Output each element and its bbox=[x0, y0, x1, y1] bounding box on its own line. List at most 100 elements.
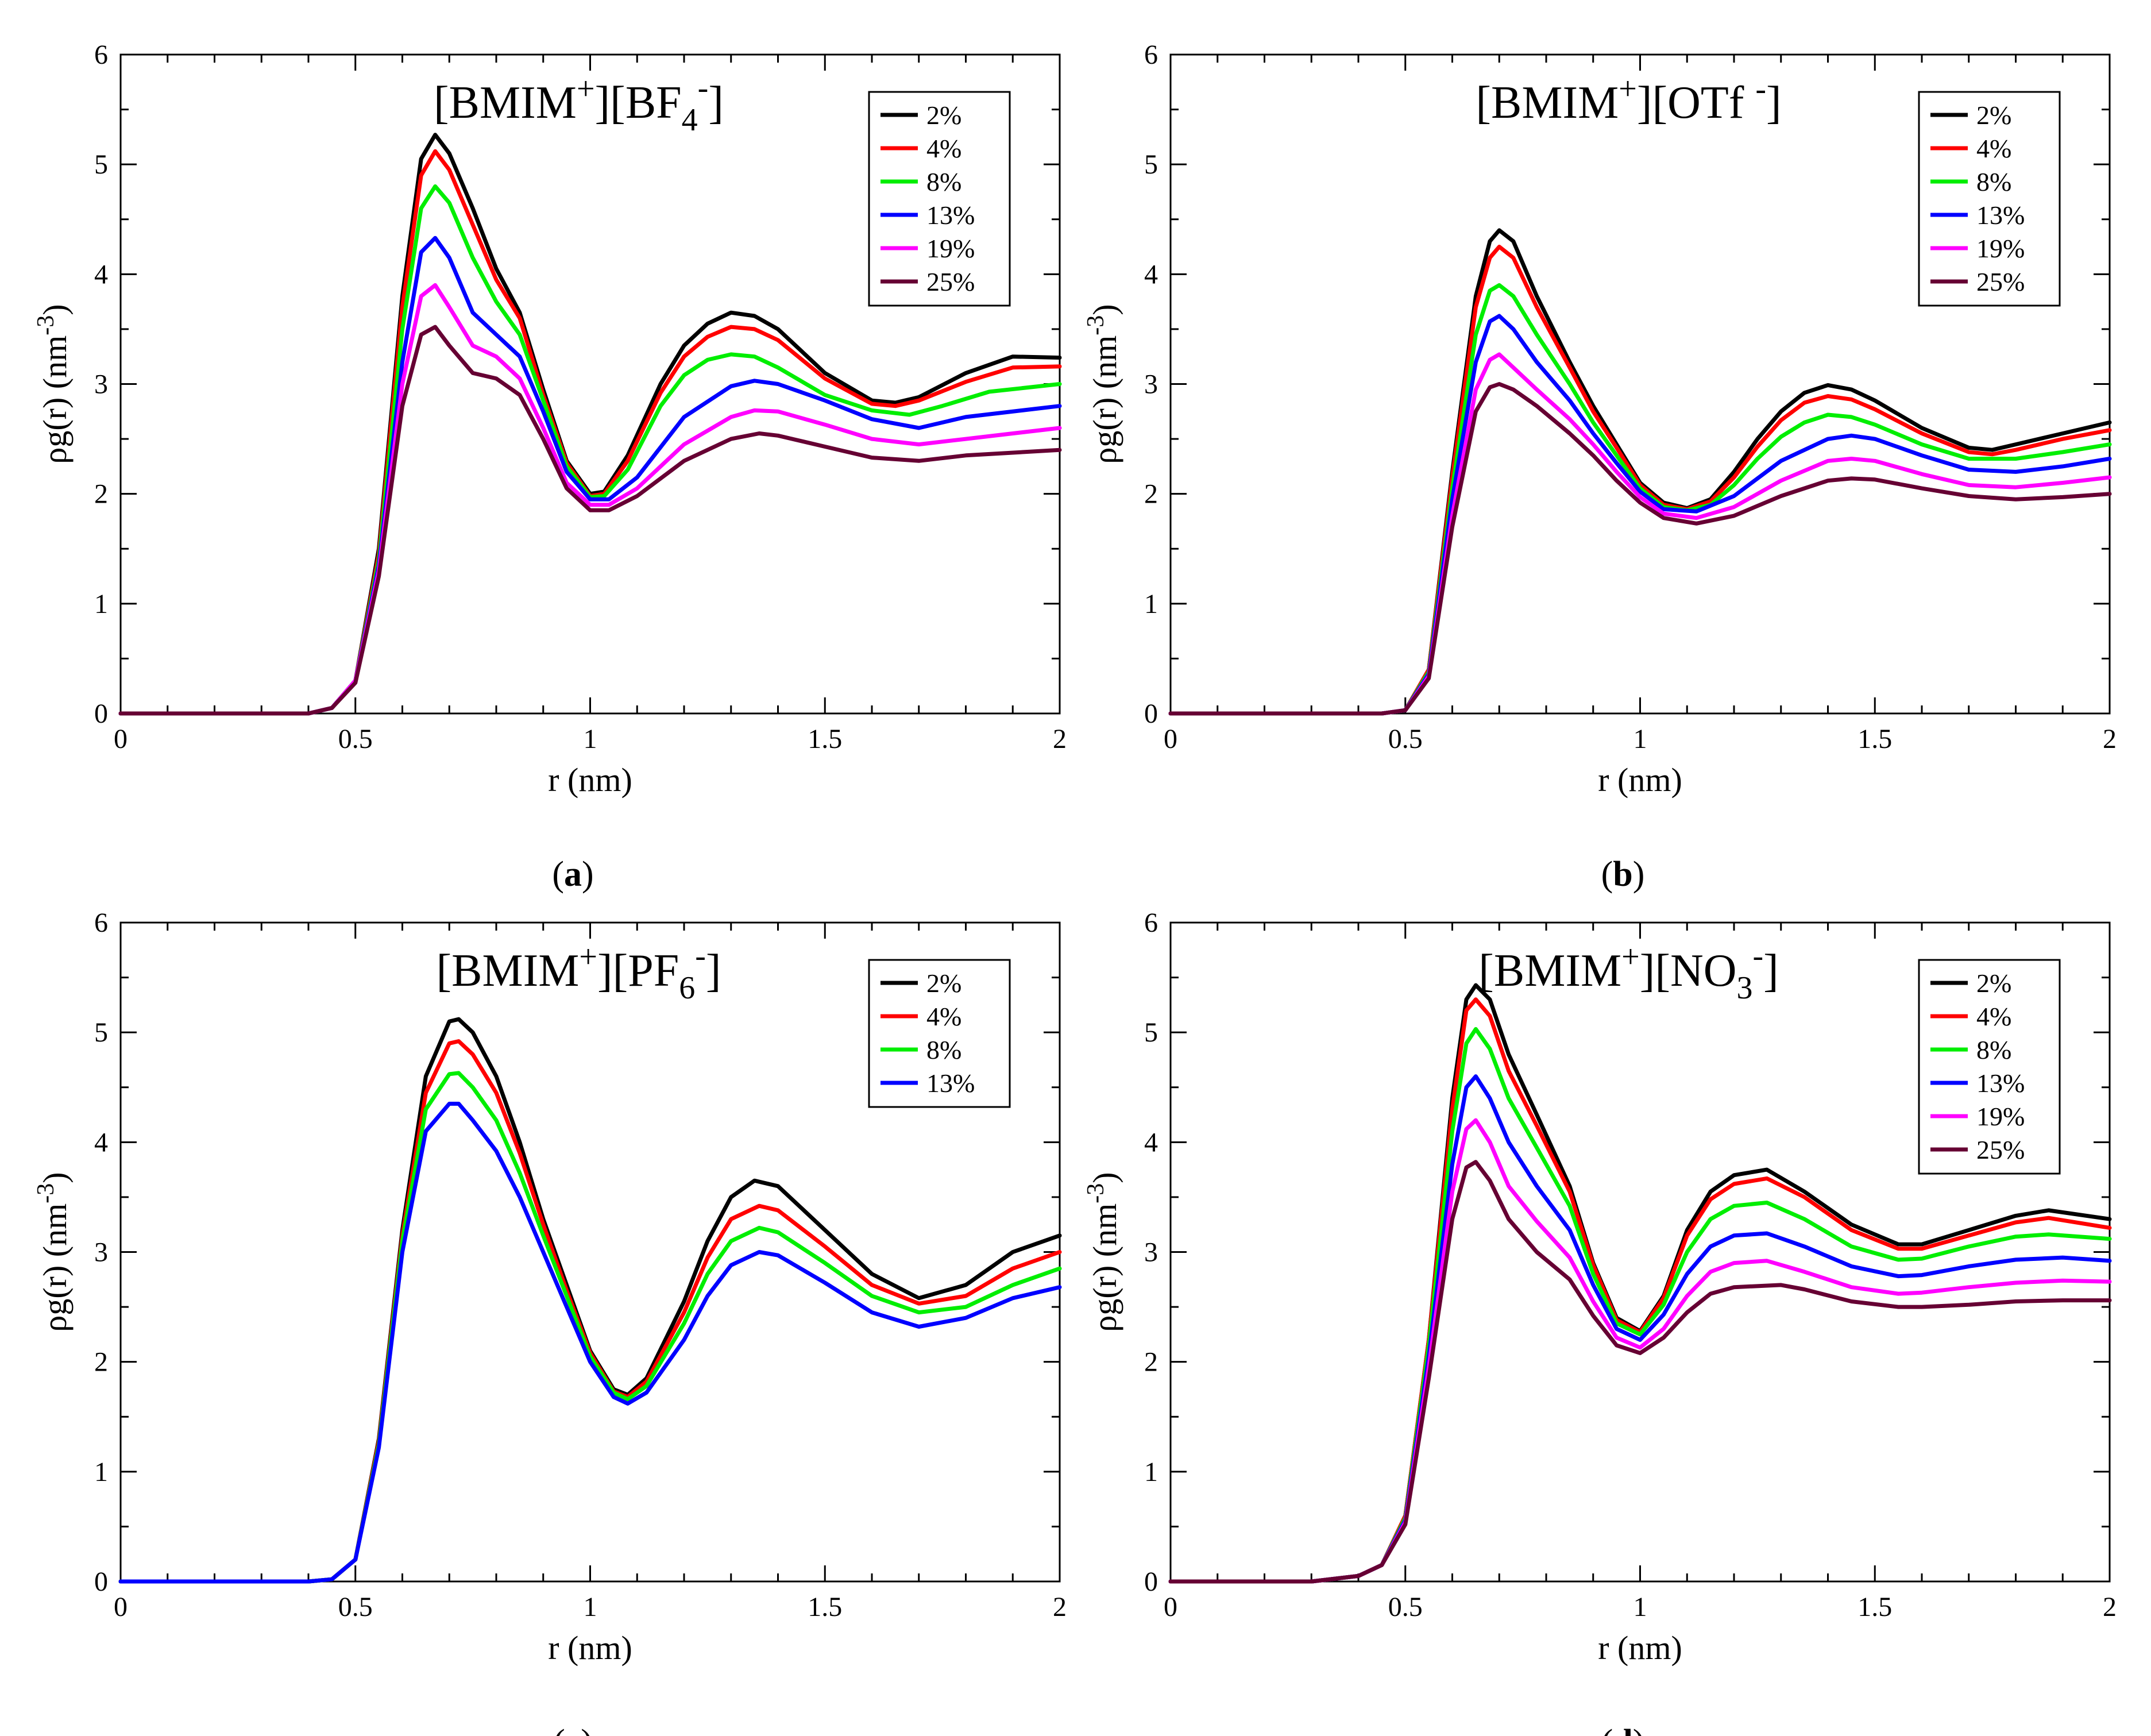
y-tick-label: 2 bbox=[94, 479, 108, 510]
title-text: ] bbox=[1763, 946, 1779, 996]
y-tick-label: 4 bbox=[94, 259, 108, 290]
y-axis-label-text: ) bbox=[1086, 304, 1123, 315]
x-tick-label: 0 bbox=[114, 724, 128, 754]
legend-label: 13% bbox=[926, 200, 975, 230]
y-axis-label-exponent: -3 bbox=[33, 315, 59, 335]
caption-paren: ( bbox=[552, 855, 564, 894]
x-tick-label: 2 bbox=[1053, 724, 1067, 754]
title-superscript: + bbox=[579, 939, 597, 975]
y-axis-label-text: ρg(r) (nm bbox=[36, 1203, 74, 1332]
x-tick-label: 2 bbox=[1053, 1592, 1067, 1622]
title-text: ][PF bbox=[597, 946, 679, 996]
panel-c: 0 0.5 1 1.5 2 0 1 2 3 4 5 6 r (nm) ρg(r) (nm-3) [BMIM+… bbox=[33, 908, 1067, 1736]
series-line bbox=[118, 325, 1062, 716]
x-tick-label: 0 bbox=[1164, 724, 1177, 754]
legend-label: 25% bbox=[926, 267, 975, 296]
legend-label: 2% bbox=[1976, 969, 2011, 998]
y-tick-label: 1 bbox=[1144, 589, 1158, 619]
title-subscript: 6 bbox=[679, 970, 695, 1006]
x-axis-label: r (nm) bbox=[548, 1629, 632, 1666]
y-tick-label: 4 bbox=[1144, 1127, 1158, 1158]
series-line bbox=[118, 1101, 1062, 1584]
legend-label: 2% bbox=[926, 101, 961, 130]
y-tick-label: 6 bbox=[94, 908, 108, 938]
x-tick-label: 1.5 bbox=[1857, 1592, 1892, 1622]
title-subscript: 4 bbox=[682, 102, 698, 138]
y-tick-label: 5 bbox=[1144, 1017, 1158, 1048]
series-line bbox=[1168, 382, 2112, 716]
caption-paren: ( bbox=[1601, 1723, 1613, 1736]
series-line bbox=[1168, 352, 2112, 716]
y-tick-label: 6 bbox=[94, 40, 108, 70]
title-subscript: 3 bbox=[1737, 970, 1753, 1006]
y-tick-label: 4 bbox=[94, 1127, 108, 1158]
y-tick-label: 0 bbox=[94, 1567, 108, 1597]
x-tick-label: 1 bbox=[584, 724, 597, 754]
y-axis-label: ρg(r) (nm-3) bbox=[1083, 1172, 1123, 1332]
y-tick-label: 4 bbox=[1144, 259, 1158, 290]
y-tick-label: 6 bbox=[1144, 908, 1158, 938]
caption-letter: c bbox=[565, 1723, 581, 1736]
title-superscript: + bbox=[1619, 71, 1637, 107]
caption-letter: b bbox=[1613, 855, 1632, 894]
title-superscript: + bbox=[577, 71, 595, 107]
y-tick-label: 1 bbox=[94, 1457, 108, 1487]
legend-label: 4% bbox=[926, 1002, 961, 1031]
caption-paren: ) bbox=[581, 1723, 593, 1736]
caption-paren: ( bbox=[553, 1723, 565, 1736]
x-tick-label: 0.5 bbox=[1388, 1592, 1423, 1622]
y-tick-label: 0 bbox=[94, 699, 108, 729]
x-tick-label: 1 bbox=[584, 1592, 597, 1622]
panel-a: 0 0.5 1 1.5 2 0 1 2 3 4 5 6 r (nm) ρg(r) (nm-3) [BMIM+… bbox=[33, 40, 1067, 894]
legend-label: 8% bbox=[1976, 1035, 2011, 1064]
legend-label: 19% bbox=[926, 234, 975, 263]
y-axis-label-exponent: -3 bbox=[1083, 315, 1109, 335]
panel-title: [BMIM+][OTf -] bbox=[1476, 71, 1781, 128]
legend-label: 2% bbox=[926, 969, 961, 998]
x-tick-label: 0.5 bbox=[338, 724, 373, 754]
y-tick-label: 2 bbox=[94, 1347, 108, 1378]
x-tick-label: 2 bbox=[2103, 1592, 2117, 1622]
legend: 2% 4% 8% 13% 19% 25% bbox=[1918, 959, 2061, 1175]
legend-label: 2% bbox=[1976, 101, 2011, 130]
panel-title: [BMIM+][NO3-] bbox=[1478, 938, 1779, 1006]
x-tick-label: 1.5 bbox=[1857, 724, 1892, 754]
series-line bbox=[1168, 1160, 2112, 1584]
panel-caption: (d) bbox=[1601, 1723, 1645, 1736]
y-axis-label: ρg(r) (nm-3) bbox=[33, 1172, 74, 1332]
y-tick-label: 2 bbox=[1144, 479, 1158, 510]
legend-label: 4% bbox=[926, 134, 961, 163]
caption-paren: ) bbox=[1633, 1723, 1645, 1736]
legend-label: 13% bbox=[1976, 1068, 2025, 1098]
x-tick-label: 0.5 bbox=[1388, 724, 1423, 754]
title-text: ] bbox=[706, 946, 721, 996]
x-axis-label: r (nm) bbox=[548, 761, 632, 798]
y-axis-label-text: ) bbox=[36, 304, 74, 315]
y-axis-label: ρg(r) (nm-3) bbox=[33, 304, 74, 464]
x-tick-label: 1 bbox=[1633, 1592, 1647, 1622]
y-tick-label: 5 bbox=[94, 1017, 108, 1048]
legend-label: 8% bbox=[1976, 167, 2011, 196]
y-tick-label: 3 bbox=[1144, 369, 1158, 400]
legend-label: 8% bbox=[926, 1035, 961, 1064]
legend-label: 25% bbox=[1976, 1135, 2025, 1164]
x-tick-label: 1.5 bbox=[808, 724, 842, 754]
legend-box bbox=[1918, 959, 2061, 1175]
legend: 2% 4% 8% 13% bbox=[868, 959, 1011, 1108]
title-text: ] bbox=[708, 78, 724, 128]
y-tick-label: 1 bbox=[94, 589, 108, 619]
series-line bbox=[1168, 314, 2112, 716]
title-superscript: - bbox=[698, 70, 709, 106]
legend-label: 4% bbox=[1976, 1002, 2011, 1031]
y-tick-label: 5 bbox=[1144, 149, 1158, 180]
x-axis-label: r (nm) bbox=[1598, 761, 1682, 798]
legend: 2% 4% 8% 13% 19% 25% bbox=[868, 91, 1011, 307]
y-axis-label-text: ) bbox=[36, 1172, 74, 1183]
y-axis-label-text: ) bbox=[1086, 1172, 1123, 1183]
legend-label: 25% bbox=[1976, 267, 2025, 296]
panel-title: [BMIM+][PF6-] bbox=[436, 938, 721, 1006]
caption-letter: d bbox=[1613, 1723, 1632, 1736]
x-tick-label: 0.5 bbox=[338, 1592, 373, 1622]
y-tick-label: 5 bbox=[94, 149, 108, 180]
y-tick-label: 6 bbox=[1144, 40, 1158, 70]
